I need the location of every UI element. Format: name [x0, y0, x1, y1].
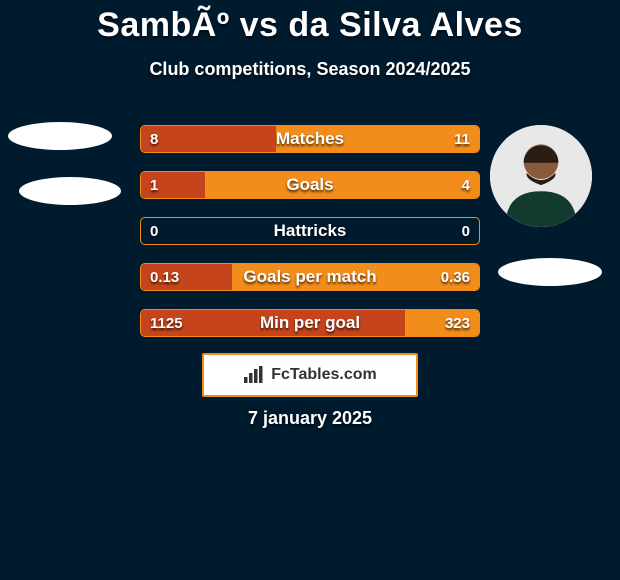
- player-left-placeholder-1: [8, 122, 112, 150]
- stat-label: Hattricks: [140, 217, 480, 245]
- stat-label: Min per goal: [140, 309, 480, 337]
- fctables-logo: FcTables.com: [202, 353, 418, 397]
- page-title: SambÃº vs da Silva Alves: [0, 0, 620, 45]
- stat-right-value: 0: [462, 217, 470, 245]
- stat-right-value: 4: [462, 171, 470, 199]
- stat-row: Min per goal1125 323: [140, 309, 480, 337]
- stat-left-value: 1: [150, 171, 158, 199]
- stat-right-value: 11: [454, 125, 470, 153]
- stat-left-value: 1125: [150, 309, 183, 337]
- subtitle: Club competitions, Season 2024/2025: [0, 59, 620, 80]
- player-left-placeholder-2: [19, 177, 121, 205]
- stat-label: Goals per match: [140, 263, 480, 291]
- stat-right-value: 323: [445, 309, 470, 337]
- stat-row: Goals1 4: [140, 171, 480, 199]
- player-right-placeholder: [498, 258, 602, 286]
- stat-row: Goals per match0.13 0.36: [140, 263, 480, 291]
- stat-left-value: 8: [150, 125, 158, 153]
- stats-comparison: Matches8 11 Goals1 4 Hattricks0 0 Goals per ma…: [140, 125, 480, 355]
- date-text: 7 january 2025: [0, 408, 620, 429]
- stat-label: Goals: [140, 171, 480, 199]
- stat-row: Hattricks0 0: [140, 217, 480, 245]
- bars-icon: [243, 366, 265, 384]
- player-right-avatar: [490, 125, 592, 227]
- logo-text: FcTables.com: [271, 366, 377, 384]
- stat-right-value: 0.36: [441, 263, 470, 291]
- stat-left-value: 0.13: [150, 263, 179, 291]
- stat-row: Matches8 11: [140, 125, 480, 153]
- stat-label: Matches: [140, 125, 480, 153]
- stat-left-value: 0: [150, 217, 158, 245]
